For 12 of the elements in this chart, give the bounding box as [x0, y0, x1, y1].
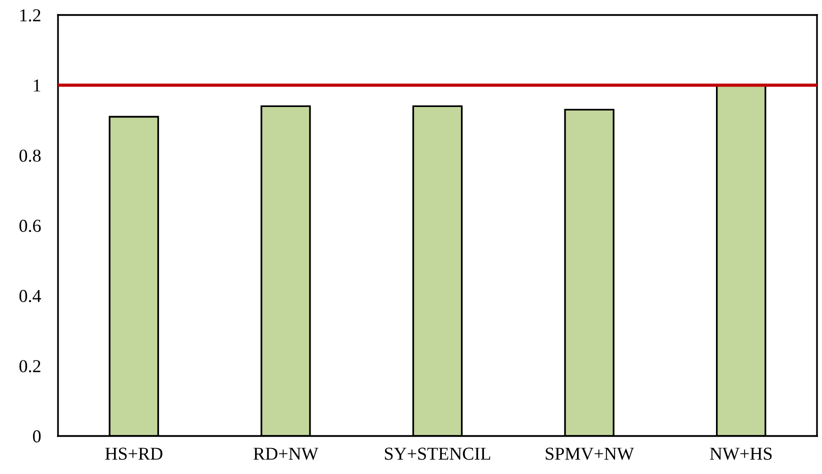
y-tick-label: 1 [34, 80, 40, 92]
x-tick-label: HS+RD [105, 448, 162, 460]
x-tick-label: SY+STENCIL [384, 448, 490, 460]
y-tick-label: 0.8 [19, 150, 41, 162]
x-tick-label: RD+NW [254, 448, 318, 460]
y-tick-label: 0.4 [19, 290, 42, 302]
y-tick-label: 0 [32, 430, 41, 442]
y-tick-label: 0.6 [19, 220, 41, 232]
y-tick-label: 1.2 [20, 9, 40, 22]
y-tick-label: 0.2 [19, 360, 40, 372]
x-tick-label: SPMV+NW [546, 448, 634, 460]
x-tick-label: NW+HS [710, 448, 772, 460]
